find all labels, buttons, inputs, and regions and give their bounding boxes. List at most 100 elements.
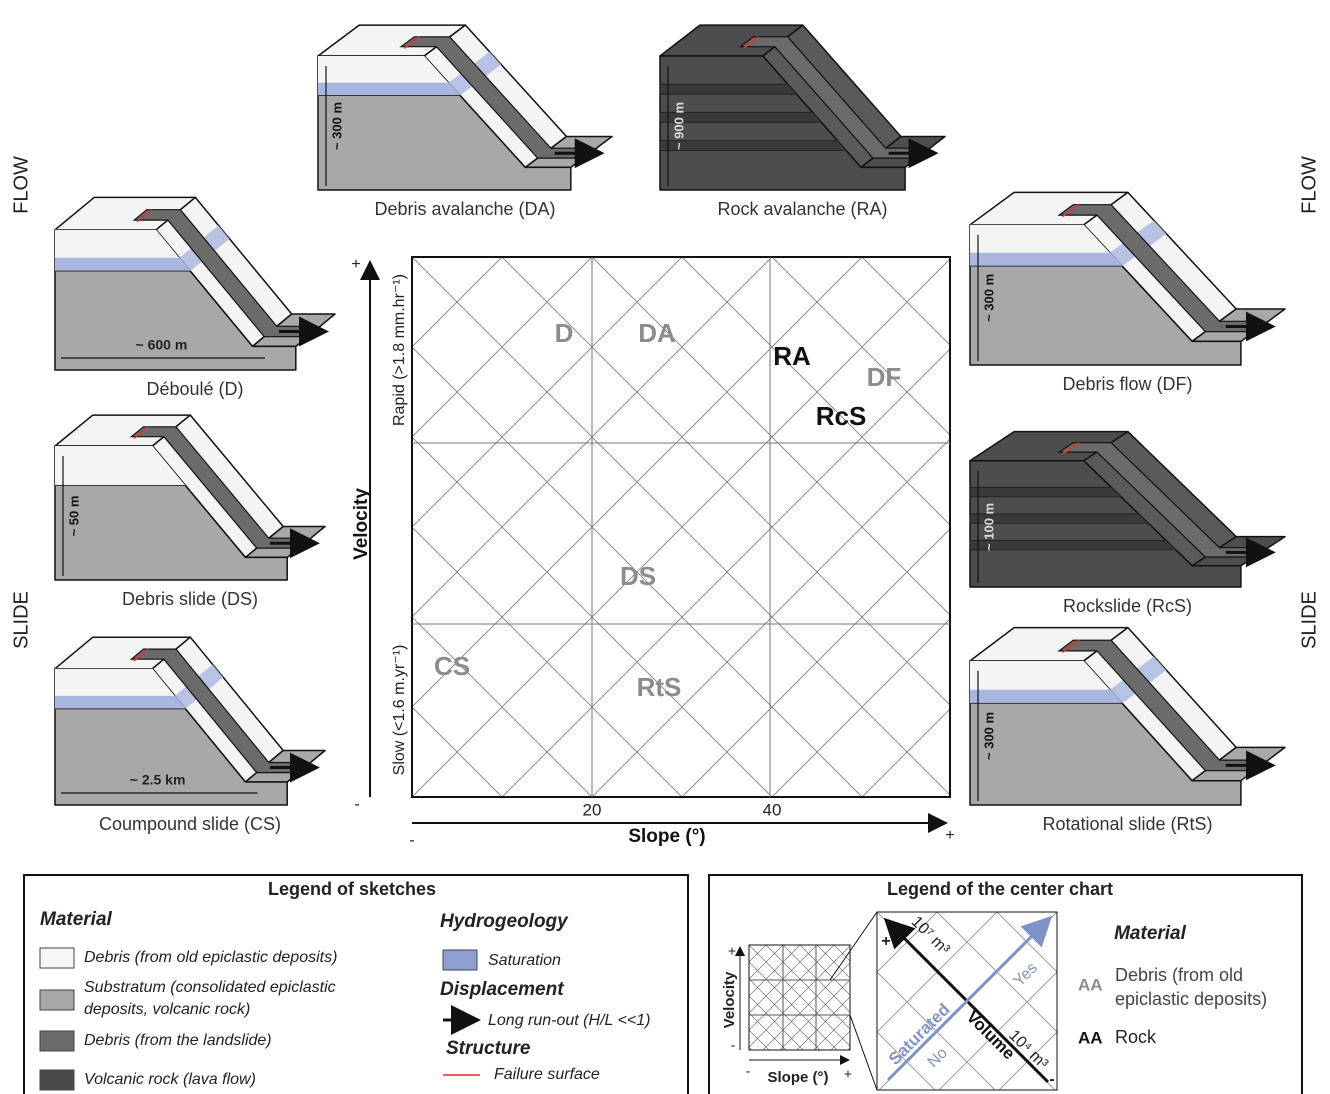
landslide-type: DS (620, 561, 656, 591)
legend-item: Failure surface (494, 1066, 600, 1083)
swatch-substratum (39, 989, 75, 1011)
legend-heading: Structure (446, 1038, 531, 1059)
landslide-type: RcS (816, 401, 867, 431)
landslide-type: DA (638, 318, 676, 348)
saturation-arrow (886, 915, 1053, 1082)
x-tick-label: 20 (583, 800, 602, 819)
sketch-saturation (970, 252, 1123, 267)
axis-sign: + (728, 943, 736, 959)
swatch-saturation (442, 949, 478, 971)
side-label: SLIDE (1298, 591, 1320, 649)
axis-sign: + (351, 256, 360, 273)
landslide-type: DF (867, 362, 902, 392)
sketch-saturation (318, 82, 460, 96)
legend-item: Debris (from old (1115, 965, 1243, 985)
scale-label: ~ 300 m (981, 274, 996, 322)
side-label: SLIDE (10, 591, 32, 649)
sketch-failure (133, 426, 149, 439)
sketch-caption: Déboulé (D) (146, 379, 243, 399)
legend-box (23, 874, 689, 1094)
sketch-caption: Debris flow (DF) (1062, 374, 1192, 394)
axis-sign: - (746, 1063, 751, 1079)
scale-label: ~ 300 m (329, 102, 344, 150)
axis-sign: - (409, 832, 414, 849)
y-axis-title: Velocity (351, 488, 372, 560)
legend-heading: Displacement (440, 979, 564, 1000)
landslide-type: D (555, 318, 574, 348)
sketch-failure (1062, 442, 1080, 455)
sketch-saturation (55, 257, 191, 272)
sketch-debris (55, 446, 186, 486)
sketch-caption: Rockslide (RcS) (1063, 596, 1192, 616)
legend-heading: Material (1114, 923, 1187, 944)
side-label: FLOW (1298, 156, 1320, 214)
legend-title: Legend of the center chart (887, 879, 1113, 899)
mini-grid (749, 945, 850, 1050)
scale-label: ~ 100 m (981, 503, 996, 551)
chart-frame (411, 256, 951, 798)
legend-item: Volcanic rock (lava flow) (84, 1071, 256, 1088)
sketch-lava-layer (969, 540, 1177, 551)
x-axis-title: Slope (°) (628, 826, 705, 847)
axis-sign: - (354, 796, 359, 813)
velocity-class: Slow (<1.6 m.yr⁻¹) (391, 645, 408, 776)
scale-label: ~ 600 m (136, 337, 188, 353)
sample-text: AA (1078, 1028, 1103, 1047)
axis-sign: - (1049, 1071, 1054, 1088)
legend-heading: Hydrogeology (440, 911, 569, 932)
sketch-failure (743, 36, 759, 49)
sketch-failure (1062, 639, 1080, 653)
mini-chart (748, 944, 851, 1051)
velocity-class: Rapid (>1.8 mm.hr⁻¹) (391, 274, 408, 426)
sketch-failure (404, 36, 420, 49)
landslide-type: RtS (637, 672, 682, 702)
side-label: FLOW (10, 156, 32, 214)
legend-item: deposits, volcanic rock) (84, 1001, 250, 1018)
legend-item: Debris (from old epiclastic deposits) (84, 949, 337, 966)
sketch-lava-layer (659, 83, 798, 95)
legend-item: Substratum (consolidated epiclastic (84, 979, 336, 996)
x-tick-label: 40 (763, 800, 782, 819)
sketch-lava-layer (969, 486, 1123, 498)
landslide-type: RA (773, 341, 811, 371)
legend-item: Debris (from the landslide) (84, 1032, 272, 1049)
axis-sign: - (731, 1037, 736, 1053)
sketch-lava-layer (659, 140, 848, 151)
sketch-failure (133, 648, 149, 662)
legend-item: Long run-out (H/L <<1) (488, 1012, 650, 1029)
axis-sign: + (881, 933, 890, 950)
scale-label: ~ 50 m (66, 496, 81, 537)
legend-item: epiclastic deposits) (1115, 989, 1267, 1009)
axis-sign: + (844, 1066, 852, 1082)
sketch-caption: Rotational slide (RtS) (1042, 814, 1212, 834)
sketch-saturation (970, 689, 1123, 704)
sample-text: AA (1078, 975, 1103, 994)
sketch-caption: Rock avalanche (RA) (717, 199, 887, 219)
sketch-saturation (55, 695, 186, 709)
sketch-caption: Debris avalanche (DA) (374, 199, 555, 219)
sketch-failure (136, 209, 153, 222)
legend-item: Rock (1115, 1027, 1157, 1047)
mini-axis-title: Velocity (721, 971, 738, 1028)
legend-title: Legend of sketches (268, 879, 436, 899)
swatch-debris-landslide (39, 1030, 75, 1052)
legend-box (708, 874, 1303, 1094)
scale-label: ~ 2.5 km (130, 772, 186, 788)
swatch-volcanic (39, 1069, 75, 1091)
mini-axis-title: Slope (°) (768, 1069, 829, 1086)
swatch-debris-old (39, 947, 75, 969)
landslide-type: CS (434, 651, 470, 681)
legend-item: Saturation (488, 952, 561, 969)
scale-label: ~ 900 m (671, 102, 686, 150)
zoom-lines (829, 911, 878, 1091)
legend-heading: Material (40, 909, 113, 930)
axis-sign: + (945, 827, 954, 844)
sketch-caption: Debris slide (DS) (122, 589, 258, 609)
scale-label: ~ 300 m (981, 712, 996, 760)
sketch-failure (1062, 204, 1080, 217)
sketch-lava-layer (659, 111, 823, 123)
sketch-lava-layer (969, 513, 1150, 524)
